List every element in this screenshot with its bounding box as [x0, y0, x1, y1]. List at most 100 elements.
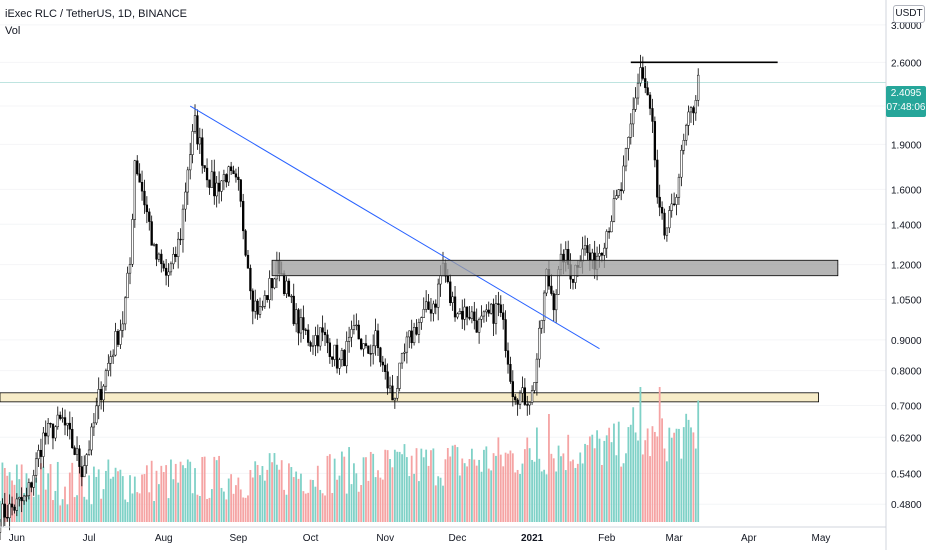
candle-body [304, 329, 307, 331]
volume-bar [350, 484, 353, 522]
volume-bar [451, 445, 454, 522]
volume-bar [280, 460, 283, 522]
volume-bar [109, 478, 112, 522]
volume-bar [495, 455, 497, 522]
symbol-title[interactable]: iExec RLC / TetherUS, 1D, BINANCE [5, 8, 187, 20]
candle-body [160, 253, 163, 265]
candle-body [475, 320, 478, 333]
candle-body [266, 295, 269, 300]
volume-bar [138, 493, 141, 522]
candle-body [526, 404, 529, 406]
volume-bar [389, 459, 391, 522]
candle-body [80, 466, 84, 478]
candle-body [535, 358, 539, 383]
candle-body [302, 317, 305, 331]
volume-bar [201, 457, 204, 522]
candle-body [405, 336, 409, 353]
candle-body [71, 428, 74, 449]
support-zone[interactable] [0, 392, 819, 403]
volume-bar [545, 474, 548, 522]
candle-body [61, 417, 64, 419]
volume-bar [454, 444, 456, 522]
volume-bar [114, 467, 117, 522]
candle-body [85, 454, 88, 466]
candle-body [680, 150, 683, 178]
resistance-zone[interactable] [271, 259, 839, 277]
candle-body [90, 426, 93, 451]
time-axis[interactable]: Jun Jul Aug Sep Oct Nov Dec 2021 Feb Mar Apr May [9, 533, 831, 544]
candle-body [656, 159, 659, 198]
volume-bar [586, 445, 589, 522]
candle-body [376, 330, 380, 349]
volume-bar [237, 477, 240, 522]
volume-bar [625, 453, 627, 522]
volume-bar [497, 437, 500, 522]
volume-bar [145, 465, 148, 522]
candle-body [169, 263, 173, 273]
candle-body [677, 176, 681, 198]
volume-bar [668, 427, 671, 522]
candle-body [8, 503, 11, 518]
candle-body [232, 170, 235, 175]
volume-bar [666, 461, 668, 522]
candle-body [263, 295, 266, 307]
volume-bar [95, 476, 98, 522]
volume-bar [646, 428, 649, 522]
volume-bar [343, 456, 346, 522]
volume-bar [100, 498, 103, 522]
volume-bar [369, 451, 372, 522]
candle-body [494, 303, 498, 324]
time-tick-label: May [812, 533, 831, 544]
candle-body [490, 303, 493, 314]
price-tick-label: 1.0500 [891, 296, 922, 307]
volume-bar [148, 492, 151, 522]
candle-body [398, 362, 401, 389]
volume-bar [203, 456, 206, 522]
currency-badge[interactable]: USDT [893, 5, 925, 23]
volume-bar [225, 499, 228, 522]
candle-body [369, 353, 372, 355]
volume-bar [52, 500, 54, 522]
candle-body [225, 174, 228, 183]
candle-body [675, 197, 678, 205]
volume-bar [129, 475, 131, 522]
volume-bar [415, 448, 418, 522]
volume-bar [673, 432, 676, 522]
volume-bar [408, 476, 411, 522]
time-tick-label: Dec [449, 533, 467, 544]
candle-body [338, 359, 341, 369]
volume-bar [232, 493, 235, 522]
volume-bar [637, 440, 639, 522]
candle-body [179, 238, 182, 241]
candle-body [632, 109, 635, 125]
candle-body [345, 341, 348, 367]
volume-bar [179, 461, 182, 522]
candle-body [552, 293, 555, 311]
volume-bar [1, 462, 4, 522]
candle-body [256, 300, 259, 315]
candle-body [3, 503, 6, 518]
candle-body [381, 361, 384, 366]
volume-bar [191, 493, 194, 522]
volume-bar [13, 484, 16, 522]
candle-body [172, 253, 175, 265]
descending-trendline[interactable] [189, 105, 600, 350]
candle-body [470, 311, 474, 319]
candle-body [571, 278, 575, 283]
volume-bar [535, 427, 538, 522]
candle-body [32, 475, 35, 488]
volume-bar [80, 472, 83, 522]
candle-body [116, 331, 120, 345]
volume-label[interactable]: Vol [5, 25, 21, 37]
volume-bar [319, 489, 322, 522]
candle-body [237, 176, 240, 180]
volume-bar [97, 469, 100, 522]
volume-bar [487, 468, 490, 522]
candle-body [480, 315, 483, 320]
volume-bar [377, 470, 379, 522]
candle-body [227, 166, 230, 183]
volume-bar [263, 480, 266, 522]
volume-bar [35, 477, 38, 522]
volume-bar [543, 469, 546, 522]
